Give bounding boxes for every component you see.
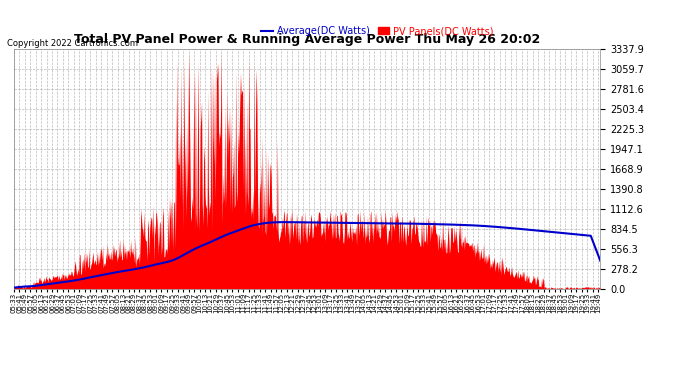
Legend: Average(DC Watts), PV Panels(DC Watts): Average(DC Watts), PV Panels(DC Watts) <box>257 22 497 40</box>
Text: Copyright 2022 Cartronics.com: Copyright 2022 Cartronics.com <box>7 39 138 48</box>
Title: Total PV Panel Power & Running Average Power Thu May 26 20:02: Total PV Panel Power & Running Average P… <box>74 33 540 46</box>
